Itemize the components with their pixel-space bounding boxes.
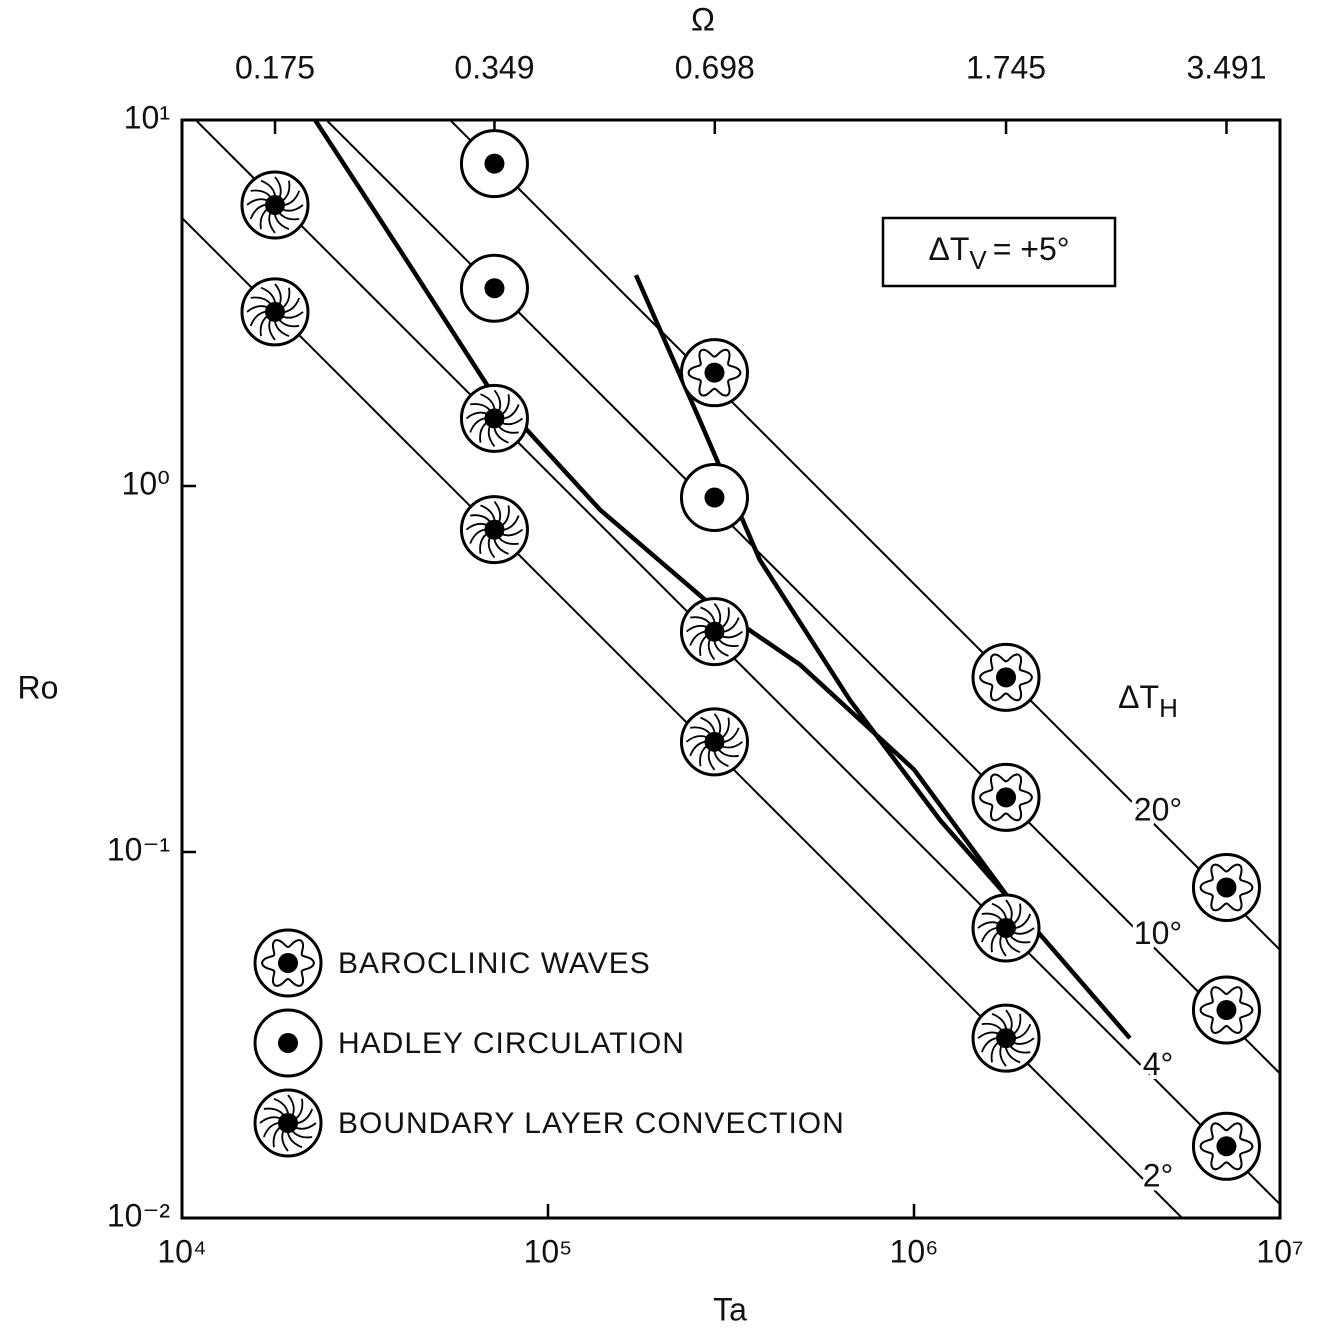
marker-dot bbox=[484, 154, 504, 174]
x-tick-label: 10⁵ bbox=[524, 1233, 573, 1269]
marker-dot bbox=[484, 520, 504, 540]
lines-title-base: ΔT bbox=[1118, 679, 1159, 715]
marker-dot bbox=[278, 1113, 298, 1133]
x2-tick-label: 0.349 bbox=[454, 49, 534, 85]
legend-label: BOUNDARY LAYER CONVECTION bbox=[338, 1107, 845, 1140]
regime-marker bbox=[681, 465, 747, 531]
x2-tick-label: 1.745 bbox=[966, 49, 1046, 85]
marker-dot bbox=[704, 622, 724, 642]
y-tick-label: 10⁰ bbox=[122, 465, 170, 501]
lines-title: ΔTH bbox=[1118, 679, 1178, 722]
x2-tick-label: 0.175 bbox=[235, 49, 315, 85]
isotherm-label: 10° bbox=[1134, 915, 1182, 951]
regime-marker bbox=[973, 764, 1039, 830]
marker-dot bbox=[265, 302, 285, 322]
legend-label: BAROCLINIC WAVES bbox=[338, 947, 651, 980]
marker-dot bbox=[704, 363, 724, 383]
legend-marker bbox=[255, 930, 321, 996]
isotherm-label: 20° bbox=[1134, 791, 1182, 827]
x2-axis-label: Ω bbox=[691, 1, 715, 37]
regime-marker bbox=[242, 172, 308, 238]
x-tick-label: 10⁷ bbox=[1256, 1233, 1303, 1269]
marker-dot bbox=[996, 1028, 1016, 1048]
legend-marker bbox=[255, 1090, 321, 1156]
marker-dot bbox=[704, 732, 724, 752]
legend-marker bbox=[255, 1010, 321, 1076]
chart: Ω Ro Ta ΔTV= +5° ΔTH 10⁴10⁵10⁶10⁷10⁻²10⁻… bbox=[0, 0, 1319, 1333]
regime-marker bbox=[1193, 1113, 1259, 1179]
marker-dot bbox=[1216, 1136, 1236, 1156]
isotherm-label: 4° bbox=[1143, 1046, 1174, 1082]
annotation-base: ΔT bbox=[928, 231, 969, 267]
y-axis-label: Ro bbox=[18, 669, 59, 705]
marker-dot bbox=[1216, 1000, 1236, 1020]
x-axis-label: Ta bbox=[713, 1291, 747, 1327]
isotherm-label: 2° bbox=[1143, 1157, 1174, 1193]
regime-marker bbox=[973, 1005, 1039, 1071]
marker-dot bbox=[265, 195, 285, 215]
regime-marker bbox=[242, 279, 308, 345]
y-tick-label: 10⁻¹ bbox=[107, 831, 170, 867]
regime-marker bbox=[461, 255, 527, 321]
regime-marker bbox=[681, 340, 747, 406]
x2-tick-label: 0.698 bbox=[675, 49, 755, 85]
marker-dot bbox=[1216, 877, 1236, 897]
legend-label: HADLEY CIRCULATION bbox=[338, 1027, 685, 1060]
marker-dot bbox=[278, 953, 298, 973]
marker-dot bbox=[996, 787, 1016, 807]
regime-marker bbox=[461, 131, 527, 197]
regime-marker bbox=[973, 644, 1039, 710]
regime-marker bbox=[973, 895, 1039, 961]
marker-dot bbox=[484, 278, 504, 298]
marker-dot bbox=[278, 1033, 298, 1053]
regime-marker bbox=[1193, 977, 1259, 1043]
regime-marker bbox=[461, 385, 527, 451]
y-tick-label: 10⁻² bbox=[107, 1197, 170, 1233]
annotation-subscript: V bbox=[969, 245, 987, 275]
regime-marker bbox=[461, 497, 527, 563]
annotation-text: = +5° bbox=[993, 231, 1070, 267]
marker-dot bbox=[996, 667, 1016, 687]
y-tick-label: 10¹ bbox=[124, 99, 170, 135]
lines-title-subscript: H bbox=[1159, 693, 1178, 723]
x-tick-label: 10⁴ bbox=[157, 1233, 206, 1269]
regime-marker bbox=[681, 709, 747, 775]
marker-dot bbox=[704, 488, 724, 508]
regime-marker bbox=[681, 599, 747, 665]
x-tick-label: 10⁶ bbox=[890, 1233, 939, 1269]
regime-marker bbox=[1193, 854, 1259, 920]
marker-dot bbox=[484, 408, 504, 428]
marker-dot bbox=[996, 918, 1016, 938]
x2-tick-label: 3.491 bbox=[1186, 49, 1266, 85]
